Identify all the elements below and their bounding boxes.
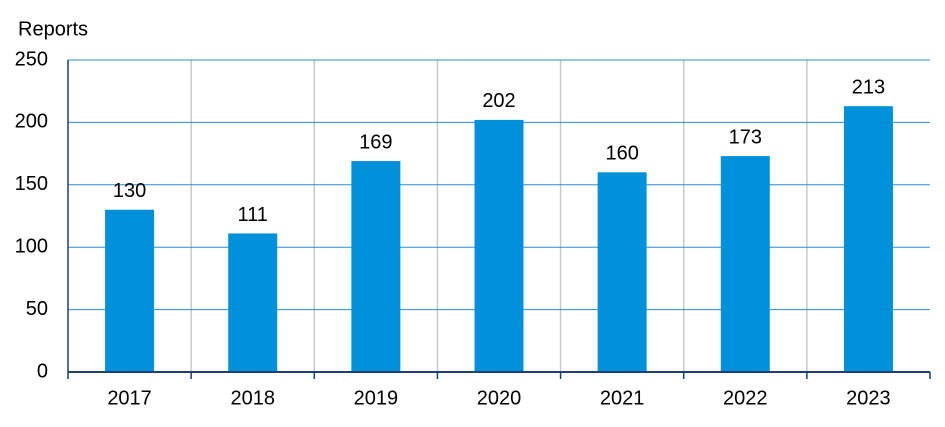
bar xyxy=(843,106,893,373)
bar xyxy=(228,233,278,372)
y-tick-label: 0 xyxy=(37,360,48,382)
x-tick-label: 2017 xyxy=(107,387,152,409)
data-label: 130 xyxy=(113,180,146,202)
bar xyxy=(720,156,770,372)
bar xyxy=(105,209,155,372)
data-label: 169 xyxy=(359,131,392,153)
y-tick-label: 100 xyxy=(15,235,48,257)
bar xyxy=(474,119,524,373)
data-label: 202 xyxy=(482,90,515,112)
x-tick-label: 2018 xyxy=(230,387,275,409)
y-tick-label: 150 xyxy=(15,173,48,195)
y-tick-label: 250 xyxy=(15,48,48,70)
x-tick-label: 2022 xyxy=(723,387,768,409)
data-label: 173 xyxy=(729,126,762,148)
x-tick-label: 2021 xyxy=(600,387,645,409)
data-label: 111 xyxy=(238,204,268,226)
y-tick-label: 200 xyxy=(15,111,48,133)
bar xyxy=(597,172,647,372)
data-label: 160 xyxy=(605,143,638,165)
y-tick-label: 50 xyxy=(26,298,48,320)
y-axis-label: Reports xyxy=(18,18,88,40)
x-tick-label: 2020 xyxy=(477,387,522,409)
x-tick-label: 2023 xyxy=(846,387,891,409)
x-tick-label: 2019 xyxy=(354,387,399,409)
data-label: 213 xyxy=(852,76,885,98)
bar xyxy=(351,161,401,372)
